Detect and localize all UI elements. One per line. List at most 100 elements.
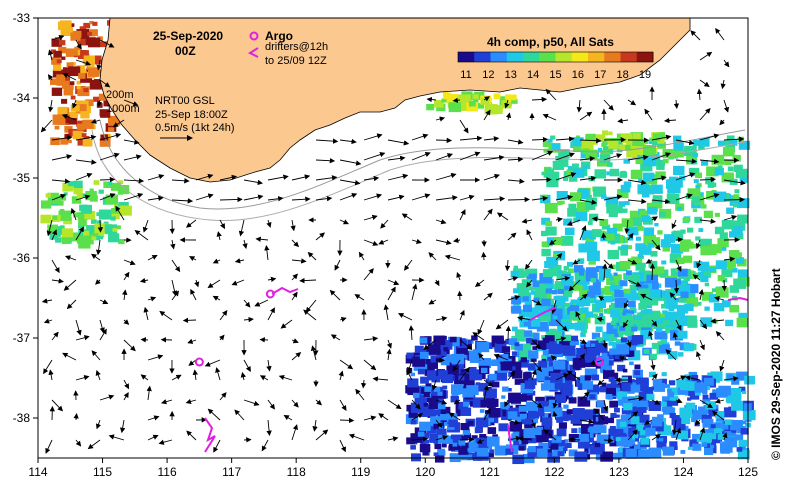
current-vector [618, 356, 629, 362]
sst-warm-patch [70, 104, 80, 112]
current-vector [411, 151, 431, 161]
current-vector [651, 239, 661, 251]
current-vector [267, 174, 289, 181]
sst-blue-patch [610, 413, 617, 419]
current-vector [579, 199, 598, 205]
sst-green-patch [715, 260, 727, 270]
current-vector [603, 437, 614, 444]
sst-cyan-patch [702, 394, 709, 400]
y-tick-label: -38 [13, 411, 31, 425]
sst-warm-patch [87, 31, 92, 36]
sst-warm-patch [69, 81, 75, 86]
current-vector [147, 195, 164, 202]
sst-warm-patch [87, 37, 101, 48]
sst-blue-patch [544, 335, 555, 343]
current-vector [627, 179, 647, 186]
sst-blue-patch [584, 368, 598, 379]
sst-blue-patch [407, 385, 420, 396]
current-vector [699, 339, 705, 351]
current-vector [531, 359, 543, 373]
sst-green-patch [542, 284, 549, 290]
current-vector [315, 175, 338, 181]
sst-green-patch [601, 142, 607, 147]
sst-blue-patch [600, 451, 614, 462]
current-vector [720, 79, 726, 90]
current-vector [699, 399, 714, 409]
sst-cyan-patch [664, 384, 670, 389]
current-vector [723, 256, 736, 262]
current-vector [338, 370, 344, 381]
sst-blue-patch [532, 426, 543, 436]
sst-yellow-patch [472, 94, 479, 100]
sst-teal-patch [610, 285, 617, 292]
sst-blue-patch [414, 397, 427, 408]
current-vector [315, 195, 333, 202]
current-vector [575, 311, 581, 321]
sst-green-patch [117, 190, 124, 195]
current-vector [48, 369, 54, 381]
sst-yellow-patch [596, 136, 601, 140]
sst-green-patch [603, 309, 610, 314]
current-vector [517, 436, 533, 442]
current-vector [435, 219, 447, 225]
sst-green-patch [588, 213, 599, 222]
sst-green-patch [656, 163, 665, 170]
current-vector [572, 259, 581, 265]
sst-cyan-patch [632, 399, 640, 406]
sst-teal-patch [532, 281, 540, 287]
sst-teal-patch [640, 318, 652, 328]
sst-blue-patch [524, 371, 532, 377]
current-vector [360, 379, 367, 389]
sst-blue-patch [449, 336, 457, 343]
sst-blue-patch [486, 436, 500, 447]
current-vector [627, 429, 638, 441]
current-vector [99, 176, 116, 183]
sst-teal-patch [640, 329, 653, 340]
current-vector [171, 290, 179, 301]
sst-cyan-patch [730, 400, 744, 411]
current-vector [723, 136, 745, 142]
sst-cyan-patch [671, 415, 685, 426]
current-vector [453, 237, 461, 243]
sst-green-patch [572, 137, 584, 147]
sst-yellow-patch [608, 131, 613, 136]
colorbar-swatch [506, 52, 524, 62]
sst-green-patch [53, 226, 65, 235]
sst-teal-patch [518, 288, 530, 298]
sst-blue-patch [512, 351, 517, 356]
sst-blue-patch [471, 435, 478, 441]
sst-blue-patch [581, 423, 594, 434]
sst-green-patch [609, 168, 620, 177]
sst-blue-patch [605, 393, 613, 400]
sst-blue-patch [410, 372, 416, 377]
sst-green-patch [623, 181, 632, 188]
current-vector [483, 384, 489, 401]
current-vector [354, 294, 365, 301]
current-vector [589, 359, 605, 366]
current-vector [291, 239, 300, 248]
sst-green-patch [552, 236, 563, 246]
sst-blue-patch [569, 341, 576, 347]
sst-teal-patch [660, 338, 666, 344]
sst-yellow-patch [503, 99, 508, 104]
sst-green-patch [555, 305, 562, 311]
current-vector [555, 319, 568, 332]
sst-blue-patch [478, 358, 492, 368]
sst-teal-patch [631, 326, 638, 332]
sst-warm-patch [70, 32, 81, 41]
current-vector [531, 136, 549, 143]
sst-green-patch [670, 268, 682, 277]
sst-blue-patch [584, 409, 595, 418]
sst-blue-patch [587, 433, 594, 438]
sst-green-patch [714, 212, 720, 217]
sst-blue-patch [610, 380, 617, 386]
current-vector [579, 175, 597, 182]
current-vector [315, 232, 325, 241]
sst-teal-patch [526, 273, 537, 282]
sst-green-patch [600, 150, 610, 158]
sst-teal-patch [510, 344, 518, 350]
sst-teal-patch [557, 289, 565, 295]
sst-green-patch [707, 182, 715, 188]
sst-blue-patch [606, 387, 616, 396]
sst-green-patch [728, 250, 740, 259]
